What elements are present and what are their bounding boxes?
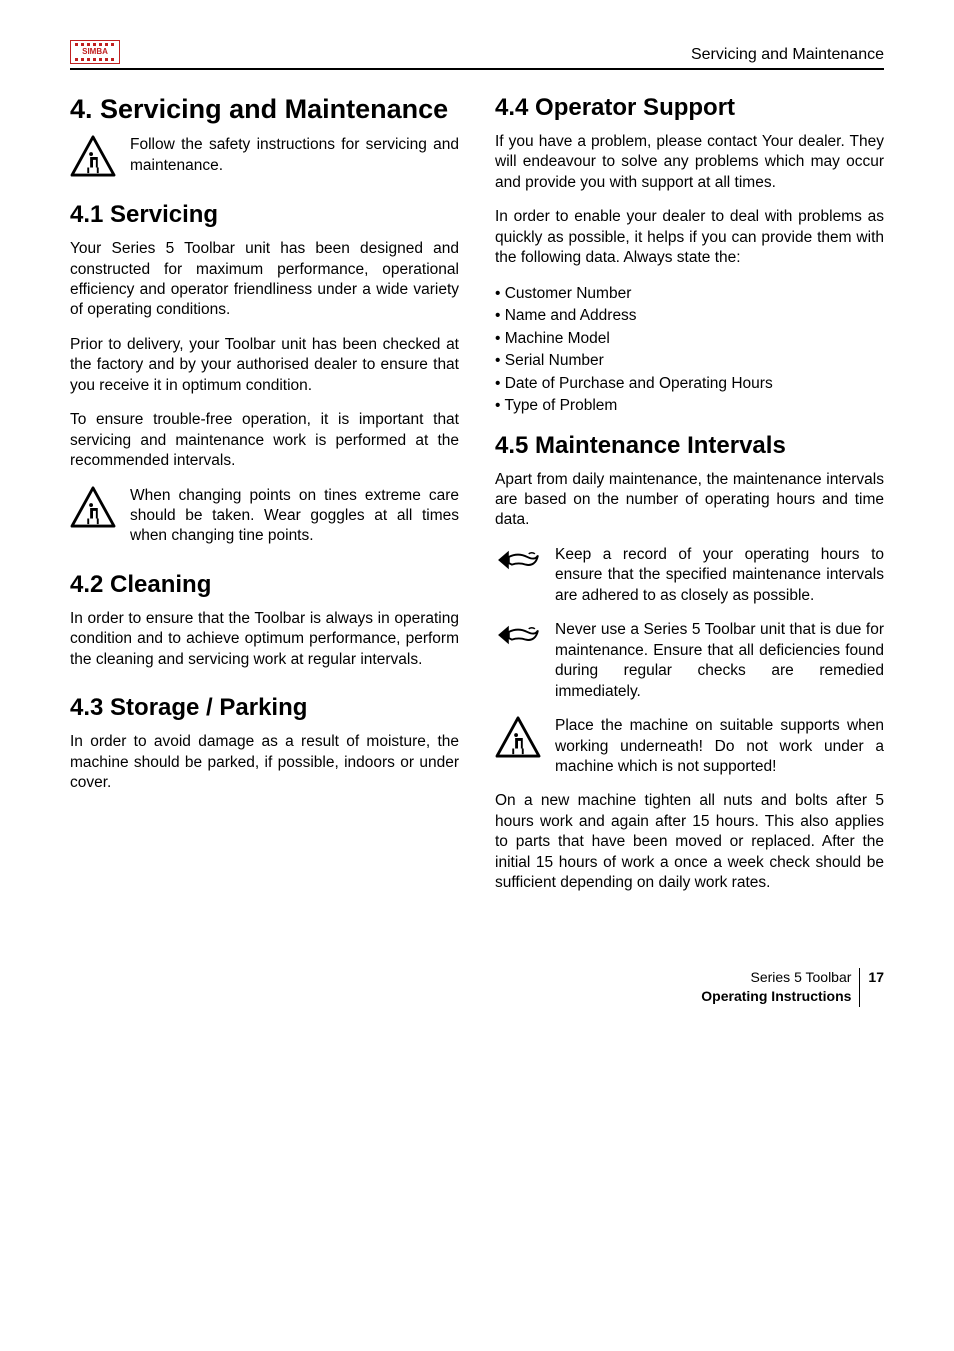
footer-doc-text: Operating Instructions bbox=[701, 988, 851, 1004]
warning-triangle-icon bbox=[70, 486, 116, 528]
para-4-4-1: If you have a problem, please contact Yo… bbox=[495, 132, 884, 193]
intro-warning: Follow the safety instructions for servi… bbox=[70, 135, 459, 177]
tine-warning-text: When changing points on tines extreme ca… bbox=[130, 486, 459, 547]
list-item: Serial Number bbox=[495, 350, 884, 372]
intro-warning-text: Follow the safety instructions for servi… bbox=[130, 135, 459, 176]
para-4-5-2: On a new machine tighten all nuts and bo… bbox=[495, 791, 884, 893]
list-item: Machine Model bbox=[495, 328, 884, 350]
heading-4-1: 4.1 Servicing bbox=[70, 201, 459, 229]
warning-triangle-icon bbox=[70, 135, 116, 177]
para-4-5-1: Apart from daily maintenance, the mainte… bbox=[495, 470, 884, 531]
list-item: Name and Address bbox=[495, 305, 884, 327]
list-item: Customer Number bbox=[495, 283, 884, 305]
header-section-name: Servicing and Maintenance bbox=[691, 46, 884, 64]
support-warning: Place the machine on suitable supports w… bbox=[495, 716, 884, 777]
para-4-2-1: In order to ensure that the Toolbar is a… bbox=[70, 609, 459, 670]
list-item: Date of Purchase and Operating Hours bbox=[495, 373, 884, 395]
footer-product-text: Series 5 Toolbar bbox=[751, 969, 852, 985]
dealer-info-list: Customer Number Name and Address Machine… bbox=[495, 283, 884, 418]
para-4-1-1: Your Series 5 Toolbar unit has been desi… bbox=[70, 239, 459, 321]
note-never-use: Never use a Series 5 Toolbar unit that i… bbox=[495, 620, 884, 702]
warning-triangle-icon bbox=[495, 716, 541, 758]
main-heading: 4. Servicing and Maintenance bbox=[70, 94, 459, 125]
right-column: 4.4 Operator Support If you have a probl… bbox=[495, 94, 884, 908]
para-4-1-2: Prior to delivery, your Toolbar unit has… bbox=[70, 335, 459, 396]
left-column: 4. Servicing and Maintenance Follow the … bbox=[70, 94, 459, 908]
logo-text: SIMBA bbox=[82, 48, 108, 56]
header-bar: SIMBA Servicing and Maintenance bbox=[70, 40, 884, 70]
pointing-hand-icon bbox=[495, 620, 541, 650]
heading-4-3: 4.3 Storage / Parking bbox=[70, 694, 459, 722]
note-record-hours: Keep a record of your operating hours to… bbox=[495, 545, 884, 606]
tine-warning: When changing points on tines extreme ca… bbox=[70, 486, 459, 547]
page-number: 17 bbox=[868, 968, 884, 988]
para-4-3-1: In order to avoid damage as a result of … bbox=[70, 732, 459, 793]
footer-product: Series 5 Toolbar bbox=[751, 968, 852, 988]
heading-4-5: 4.5 Maintenance Intervals bbox=[495, 432, 884, 460]
page-footer: Series 5 Toolbar Operating Instructions … bbox=[70, 968, 884, 1007]
note-record-hours-text: Keep a record of your operating hours to… bbox=[555, 545, 884, 606]
para-4-1-3: To ensure trouble-free operation, it is … bbox=[70, 410, 459, 471]
logo-simba: SIMBA bbox=[70, 40, 120, 64]
note-never-use-text: Never use a Series 5 Toolbar unit that i… bbox=[555, 620, 884, 702]
heading-4-2: 4.2 Cleaning bbox=[70, 571, 459, 599]
pointing-hand-icon bbox=[495, 545, 541, 575]
support-warning-text: Place the machine on suitable supports w… bbox=[555, 716, 884, 777]
para-4-4-2: In order to enable your dealer to deal w… bbox=[495, 207, 884, 268]
heading-4-4: 4.4 Operator Support bbox=[495, 94, 884, 122]
list-item: Type of Problem bbox=[495, 395, 884, 417]
footer-doc: Operating Instructions bbox=[701, 987, 851, 1007]
